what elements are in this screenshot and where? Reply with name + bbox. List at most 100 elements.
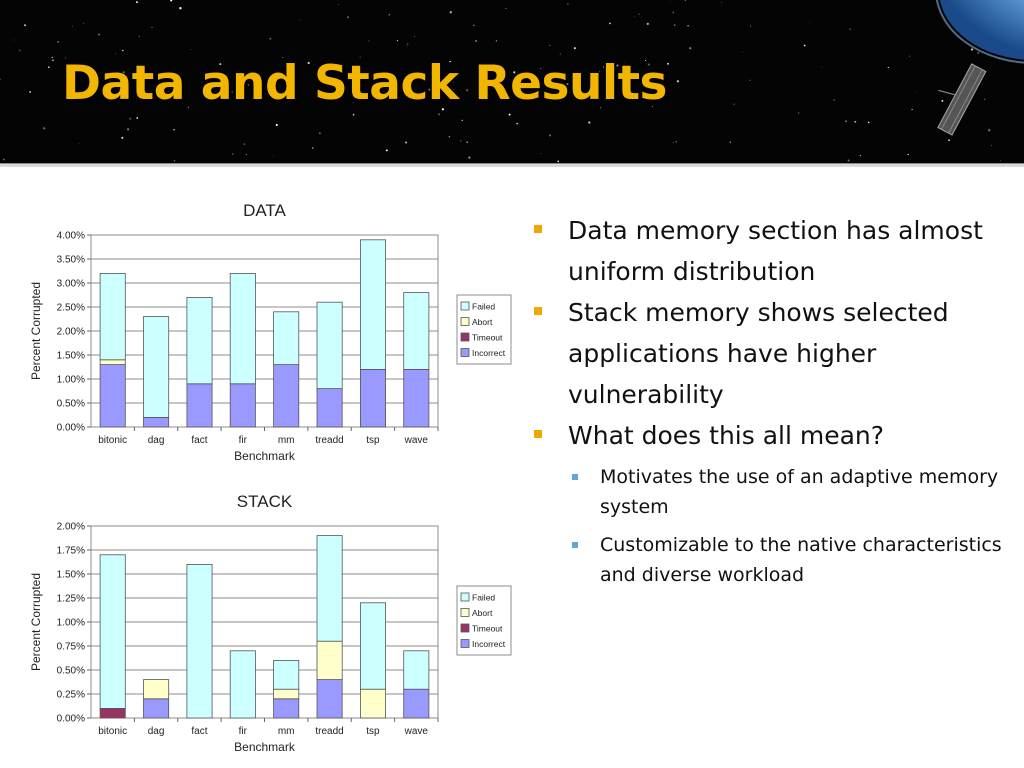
- x-tick-label: tsp: [366, 435, 380, 446]
- y-tick-label: 1.00%: [57, 375, 85, 386]
- star: [47, 66, 50, 69]
- star: [18, 49, 21, 52]
- star: [557, 160, 560, 163]
- x-tick-label: wave: [404, 435, 429, 446]
- star: [172, 5, 174, 7]
- star: [24, 24, 26, 27]
- star: [669, 0, 671, 2]
- star: [352, 102, 354, 104]
- sub-bullet-text: Customizable to the native characteristi…: [600, 534, 1002, 586]
- legend-label: Timeout: [472, 624, 503, 634]
- bar-segment-abort: [143, 679, 170, 700]
- bar-segment-timeout: [99, 707, 126, 719]
- star: [673, 24, 676, 27]
- legend-label: Timeout: [472, 333, 503, 343]
- star: [441, 108, 445, 111]
- legend-label: Abort: [472, 608, 493, 618]
- star: [438, 113, 441, 116]
- legend-swatch: [460, 608, 470, 617]
- star: [97, 33, 101, 36]
- bullet-marker-icon: [534, 430, 542, 438]
- star: [887, 66, 889, 69]
- x-tick-label: dag: [148, 726, 165, 737]
- bullet-text: What does this all mean?: [568, 421, 885, 450]
- x-tick-label: fact: [191, 726, 207, 737]
- star: [243, 143, 246, 145]
- star: [396, 40, 398, 42]
- stack-chart: STACK 0.00% 0.25% 0.50% 0.75% 1.00% 1.25% 1.50%…: [29, 492, 512, 754]
- bar-segment-incorrect: [186, 383, 213, 428]
- star: [57, 41, 59, 43]
- star: [990, 145, 992, 147]
- starfield-background: [0, 0, 1003, 163]
- y-tick-label: 1.50%: [57, 351, 85, 362]
- bar-segment-incorrect: [403, 368, 430, 428]
- star: [428, 88, 431, 91]
- star: [109, 80, 111, 82]
- bar-segment-incorrect: [273, 364, 300, 428]
- star: [129, 117, 132, 120]
- x-tick-label: wave: [404, 726, 429, 737]
- star: [624, 62, 626, 63]
- y-tick-label: 0.50%: [57, 399, 85, 410]
- star: [809, 21, 810, 23]
- star: [798, 112, 800, 114]
- bar-segment-failed: [403, 292, 430, 370]
- chart-title: DATA: [243, 201, 286, 220]
- star: [122, 71, 125, 74]
- star: [733, 103, 735, 105]
- bar-segment-incorrect: [273, 698, 300, 719]
- bar-segment-failed: [186, 297, 213, 385]
- y-tick-label: 0.00%: [57, 714, 85, 725]
- bar-segment-failed: [359, 239, 386, 370]
- sub-bullet-marker-icon: [572, 474, 578, 480]
- star: [219, 63, 222, 66]
- x-tick-label: bitonic: [98, 726, 127, 737]
- star: [513, 71, 516, 74]
- star: [52, 59, 54, 61]
- star: [335, 82, 337, 84]
- star: [151, 26, 153, 28]
- star: [104, 72, 107, 75]
- star: [449, 60, 451, 63]
- star: [495, 40, 498, 42]
- y-tick-label: 1.50%: [57, 570, 85, 581]
- bar-segment-failed: [273, 659, 300, 690]
- star: [406, 43, 409, 46]
- star: [65, 57, 67, 59]
- star: [247, 84, 250, 86]
- bullet-item: Stack memory shows selected applications…: [532, 292, 1002, 415]
- star: [0, 78, 1, 81]
- bullet-marker-icon: [534, 225, 542, 233]
- bar-segment-failed: [273, 311, 300, 366]
- bar-segment-failed: [359, 602, 386, 690]
- bar-segment-incorrect: [359, 368, 386, 428]
- star: [833, 99, 835, 101]
- star: [646, 22, 649, 26]
- star: [821, 66, 823, 68]
- star: [405, 141, 408, 144]
- star: [448, 135, 451, 138]
- y-tick-label: 2.00%: [57, 522, 85, 533]
- star: [675, 141, 677, 143]
- star: [540, 153, 542, 155]
- star: [867, 121, 870, 124]
- y-tick-label: 1.25%: [57, 594, 85, 605]
- star: [173, 128, 175, 131]
- star: [359, 56, 361, 58]
- y-tick-label: 1.00%: [57, 618, 85, 629]
- star: [232, 153, 234, 155]
- star: [588, 121, 591, 124]
- star: [460, 140, 462, 142]
- star: [259, 76, 260, 78]
- y-tick-label: 1.75%: [57, 546, 85, 557]
- x-tick-label: dag: [148, 435, 165, 446]
- star: [173, 160, 176, 162]
- y-tick-label: 0.75%: [57, 642, 85, 653]
- star: [647, 63, 650, 66]
- y-tick-label: 4.00%: [57, 231, 85, 242]
- star: [988, 129, 991, 132]
- x-tick-label: fact: [191, 435, 207, 446]
- x-tick-label: mm: [278, 726, 295, 737]
- star: [909, 55, 911, 57]
